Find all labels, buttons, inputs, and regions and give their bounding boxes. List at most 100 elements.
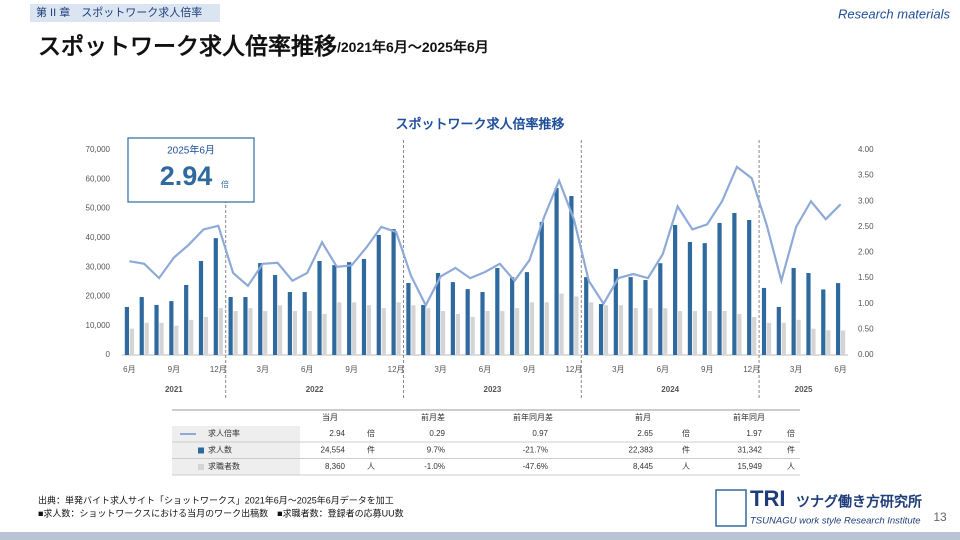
bar [747, 219, 752, 355]
cell: 件 [682, 445, 690, 455]
bar [366, 305, 372, 355]
bar [317, 260, 322, 355]
y-tick-label: 30,000 [86, 262, 111, 271]
bar [510, 277, 515, 355]
bar [673, 224, 678, 355]
subtitle: /2021年6月～2025年6月 [337, 39, 489, 55]
bar [189, 319, 194, 355]
bar [584, 277, 589, 355]
bar [203, 316, 209, 355]
bar [648, 308, 653, 355]
title: スポットワーク求人倍率推移/2021年6月～2025年6月 [38, 33, 489, 59]
y-tick-label: 50,000 [86, 204, 111, 213]
bar [129, 328, 135, 355]
chart-title: スポットワーク求人倍率推移 [395, 116, 564, 131]
footer-bar [0, 532, 960, 540]
x-tick-label: 6月 [657, 365, 669, 374]
y2-tick-label: 0.00 [858, 350, 874, 359]
row-head-bg [172, 459, 300, 475]
bar [574, 296, 579, 355]
cell: 件 [787, 445, 795, 455]
tag: Research materials [838, 6, 950, 21]
bar [455, 314, 460, 355]
page-number: 13 [933, 510, 947, 524]
bar [529, 302, 535, 355]
callout-label: 2025年6月 [167, 144, 215, 157]
bar [495, 268, 500, 355]
line [129, 165, 842, 308]
chapter-box [30, 4, 220, 22]
bar [796, 319, 801, 355]
cell: 2.94 [329, 429, 345, 438]
y-tick-label: 0 [106, 350, 111, 359]
table-header: 前年同月 [733, 412, 765, 422]
bar [752, 316, 757, 355]
cell: 人 [682, 462, 690, 471]
bar [643, 280, 648, 355]
bar [248, 308, 253, 355]
row-head-bg [172, 426, 300, 442]
bar [692, 311, 698, 355]
note: 出典：単発バイト求人サイト「ショットワークス」2021年6月～2025年6月デー… [38, 494, 394, 505]
logo-name: ツナグ働き方研究所 [796, 494, 922, 510]
bar [678, 311, 683, 355]
y-tick-label: 40,000 [86, 233, 111, 242]
x-tick-label: 12月 [210, 365, 227, 374]
bar [811, 328, 816, 355]
bar [258, 263, 263, 355]
x-tick-label: 12月 [388, 365, 405, 374]
bar [154, 304, 159, 355]
x-tick-label: 9月 [523, 365, 535, 374]
bar [515, 308, 520, 355]
bar [470, 316, 475, 355]
cell: 15,949 [738, 462, 763, 471]
y2-tick-label: 3.50 [858, 171, 874, 180]
bar [732, 212, 737, 355]
bar [663, 308, 668, 355]
x-tick-label: 6月 [123, 365, 135, 374]
chapter: 第 II 章 スポットワーク求人倍率 [36, 5, 202, 19]
row-label: 求人数 [208, 445, 232, 455]
cell: 0.29 [429, 429, 445, 438]
table-header: 当月 [322, 412, 338, 422]
bar [776, 306, 781, 355]
bar [287, 292, 292, 355]
bar [737, 314, 742, 355]
bar [337, 302, 342, 355]
bar [589, 302, 594, 355]
table-header: 前年同月差 [513, 412, 553, 422]
chart: 0 10,000 20,000 30,000 40,000 50,000 60,000 70,… [86, 140, 874, 398]
bar [228, 297, 233, 355]
cell: -47.6% [523, 462, 548, 471]
bar [806, 273, 811, 355]
callout-value: 2.94 [160, 161, 213, 191]
cell: 9.7% [427, 446, 445, 455]
bar [426, 308, 431, 355]
bar [263, 311, 268, 355]
cell: 1.97 [746, 429, 762, 438]
cell: -21.7% [523, 446, 548, 455]
bar [766, 322, 772, 355]
logo-mark: TRI [750, 486, 785, 511]
cell: 件 [367, 445, 375, 455]
x-tick-label: 6月 [301, 365, 313, 374]
cell: 31,342 [738, 446, 763, 455]
y-tick-label: 60,000 [86, 174, 111, 183]
cell: 倍 [367, 428, 375, 438]
bar [361, 258, 367, 355]
y2-tick-label: 1.00 [858, 299, 874, 308]
cell: 8,445 [633, 462, 654, 471]
bar [524, 272, 530, 355]
legend-icon [198, 447, 204, 454]
cell: 0.97 [532, 429, 548, 438]
bar [539, 222, 544, 355]
bar [826, 330, 831, 355]
bar [559, 293, 564, 355]
bar [435, 273, 441, 355]
logo-english: TSUNAGU work style Research Institute [750, 516, 921, 527]
x-tick-label: 9月 [168, 365, 180, 374]
bar [272, 275, 278, 355]
y2-tick-label: 2.00 [858, 248, 874, 257]
x-tick-label: 9月 [345, 365, 357, 374]
